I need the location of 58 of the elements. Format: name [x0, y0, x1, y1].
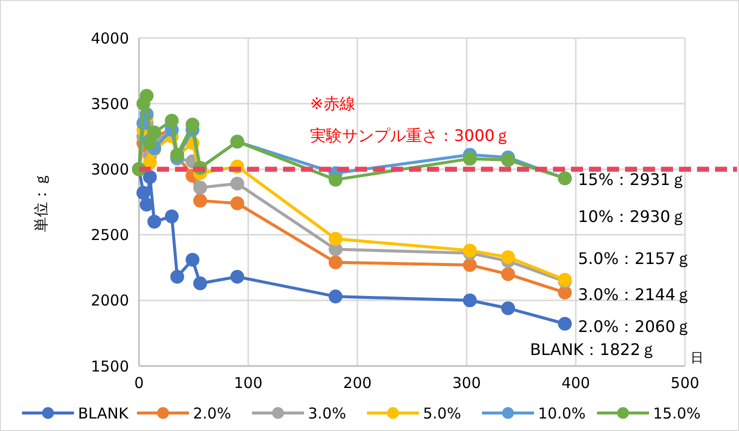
point: [147, 126, 162, 140]
legend-label: 5.0%: [423, 404, 462, 422]
legend-label: 3.0%: [308, 404, 346, 422]
y-axis-title: 単位：ｇ: [32, 172, 50, 232]
point: [147, 214, 162, 229]
point: [462, 244, 477, 258]
point: [230, 196, 244, 210]
point: [164, 114, 179, 128]
point: [170, 270, 184, 284]
point: [328, 172, 342, 187]
point: [558, 316, 572, 331]
annotation: ※赤線: [310, 94, 356, 113]
point: [462, 258, 477, 272]
point: [230, 176, 244, 191]
point: [328, 232, 342, 246]
x-tick-label: 100: [234, 374, 263, 392]
point: [140, 198, 154, 212]
x-tick-label: 500: [670, 374, 700, 392]
annotation: 2.0%：2060ｇ: [578, 317, 692, 336]
point: [230, 270, 244, 284]
point: [462, 152, 477, 166]
point: [164, 210, 179, 224]
annotation: 15%：2931ｇ: [578, 170, 686, 189]
annotation: 3.0%：2144ｇ: [578, 285, 692, 304]
annotation: 10%：2930ｇ: [578, 207, 686, 226]
point: [328, 290, 342, 304]
annotation: 実験サンプル重さ：3000ｇ: [310, 126, 511, 145]
legend-label: BLANK: [78, 404, 130, 422]
legend-label: 15.0%: [653, 404, 701, 422]
y-tick-label: 2000: [90, 292, 129, 310]
y-tick-label: 1500: [90, 357, 129, 376]
x-axis-title: 日: [690, 351, 704, 366]
point: [193, 194, 208, 208]
point: [136, 186, 150, 200]
point: [140, 88, 154, 103]
point: [186, 118, 200, 132]
point: [501, 301, 516, 316]
point: [501, 267, 516, 282]
point: [501, 153, 516, 167]
annotation: BLANK：1822ｇ: [530, 340, 656, 359]
point: [462, 294, 477, 308]
legend-label: 10.0%: [538, 404, 586, 422]
point: [328, 255, 342, 270]
point: [501, 250, 516, 264]
point: [143, 170, 157, 184]
point: [186, 252, 200, 267]
annotation: 5.0%：2157ｇ: [578, 249, 692, 268]
y-tick-label: 3000: [90, 160, 129, 178]
y-tick-label: 4000: [90, 29, 129, 48]
point: [193, 276, 208, 290]
point: [193, 180, 208, 194]
x-tick-label: 0: [134, 374, 144, 392]
y-tick-label: 2500: [90, 226, 129, 244]
x-tick-label: 400: [561, 374, 590, 392]
x-tick-label: 200: [343, 374, 372, 392]
x-tick-label: 300: [452, 374, 481, 392]
legend-label: 2.0%: [193, 404, 232, 422]
y-tick-label: 3500: [90, 94, 129, 113]
